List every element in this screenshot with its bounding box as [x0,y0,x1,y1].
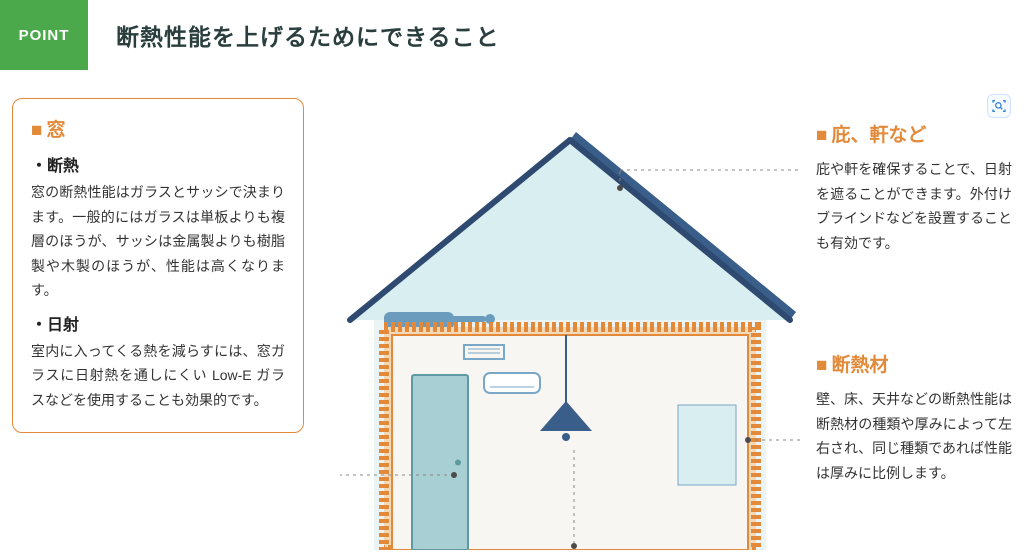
section-title-eaves: 庇、軒など [816,120,1012,147]
subsection-title-insulation: 断熱 [31,152,285,176]
eaves-section: 庇、軒など 庇や軒を確保することで、日射を遮ることができます。外付けブラインドな… [816,120,1012,255]
section-title-insulation-material: 断熱材 [816,350,1012,377]
page-title: 断熱性能を上げるためにできること [116,18,500,52]
header: POINT 断熱性能を上げるためにできること [0,0,1024,70]
section-body-eaves: 庇や軒を確保することで、日射を遮ることができます。外付けブラインドなどを設置する… [816,157,1012,255]
subsection-title-solar: 日射 [31,311,285,335]
section-title-window: 窓 [31,115,285,142]
subsection-body-insulation: 窓の断熱性能はガラスとサッシで決まります。一般的にはガラスは単板よりも複層のほう… [31,180,285,303]
subsection-body-solar: 室内に入ってくる熱を減らすには、窓ガラスに日射熱を通しにくい Low-E ガラス… [31,339,285,413]
insulation-section: 断熱材 壁、床、天井などの断熱性能は断熱材の種類や厚みによって左右され、同じ種類… [816,350,1012,485]
point-badge: POINT [0,0,88,70]
house-diagram [340,130,800,550]
lens-icon[interactable] [987,94,1011,118]
section-body-insulation-material: 壁、床、天井などの断熱性能は断熱材の種類や厚みによって左右され、同じ種類であれば… [816,387,1012,485]
window-section-box: 窓 断熱 窓の断熱性能はガラスとサッシで決まります。一般的にはガラスは単板よりも… [12,98,304,433]
main-content: 窓 断熱 窓の断熱性能はガラスとサッシで決まります。一般的にはガラスは単板よりも… [0,70,1024,550]
